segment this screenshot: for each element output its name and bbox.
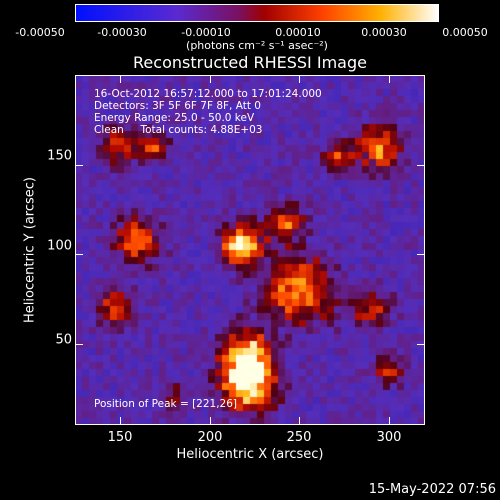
- heatmap-image: [75, 75, 425, 425]
- x-axis-label: Heliocentric X (arcsec): [176, 447, 324, 462]
- colorbar-tick: -0.00030: [97, 26, 147, 39]
- annotation-peak-position: Position of Peak = [221,26]: [94, 398, 238, 410]
- y-tick-mark: [75, 344, 83, 346]
- colorbar-tick: -0.00050: [15, 26, 65, 39]
- x-tick-mark: [119, 75, 121, 83]
- annotation-time-range: 16-Oct-2012 16:57:12.000 to 17:01:24.000: [94, 88, 322, 100]
- annotation-total-counts: Clean Total counts: 4.88E+03: [94, 124, 263, 136]
- x-tick-mark: [299, 417, 301, 425]
- y-tick-label: 150: [47, 148, 72, 164]
- annotation-energy-range: Energy Range: 25.0 - 50.0 keV: [94, 112, 255, 124]
- y-tick-mark: [417, 344, 425, 346]
- y-tick-mark: [417, 164, 425, 166]
- x-tick-mark: [389, 75, 391, 83]
- y-tick-label: 100: [47, 238, 72, 254]
- colorbar-tick: 0.00050: [442, 26, 488, 39]
- y-axis-label: Heliocentric Y (arcsec): [22, 177, 38, 323]
- x-tick-mark: [119, 417, 121, 425]
- colorbar-tick: -0.00010: [181, 26, 231, 39]
- colorbar-tick: 0.00030: [361, 26, 407, 39]
- y-tick-label: 50: [55, 332, 72, 348]
- y-tick-mark: [417, 254, 425, 256]
- x-tick-mark: [389, 417, 391, 425]
- annotation-detectors: Detectors: 3F 5F 6F 7F 8F, Att 0: [94, 100, 261, 112]
- x-tick-mark: [209, 417, 211, 425]
- x-tick-mark: [209, 75, 211, 83]
- chart-title: Reconstructed RHESSI Image: [133, 53, 367, 72]
- x-tick-label: 300: [376, 430, 402, 445]
- x-tick-label: 250: [286, 430, 312, 445]
- colorbar-tick: 0.00010: [275, 26, 321, 39]
- y-tick-mark: [75, 164, 83, 166]
- colorbar: [75, 4, 439, 22]
- footer-timestamp: 15-May-2022 07:56: [368, 482, 496, 497]
- x-tick-mark: [299, 75, 301, 83]
- x-tick-label: 150: [107, 430, 133, 445]
- colorbar-unit-label: (photons cm⁻² s⁻¹ asec⁻²): [186, 39, 328, 52]
- x-tick-label: 200: [197, 430, 223, 445]
- y-tick-mark: [75, 254, 83, 256]
